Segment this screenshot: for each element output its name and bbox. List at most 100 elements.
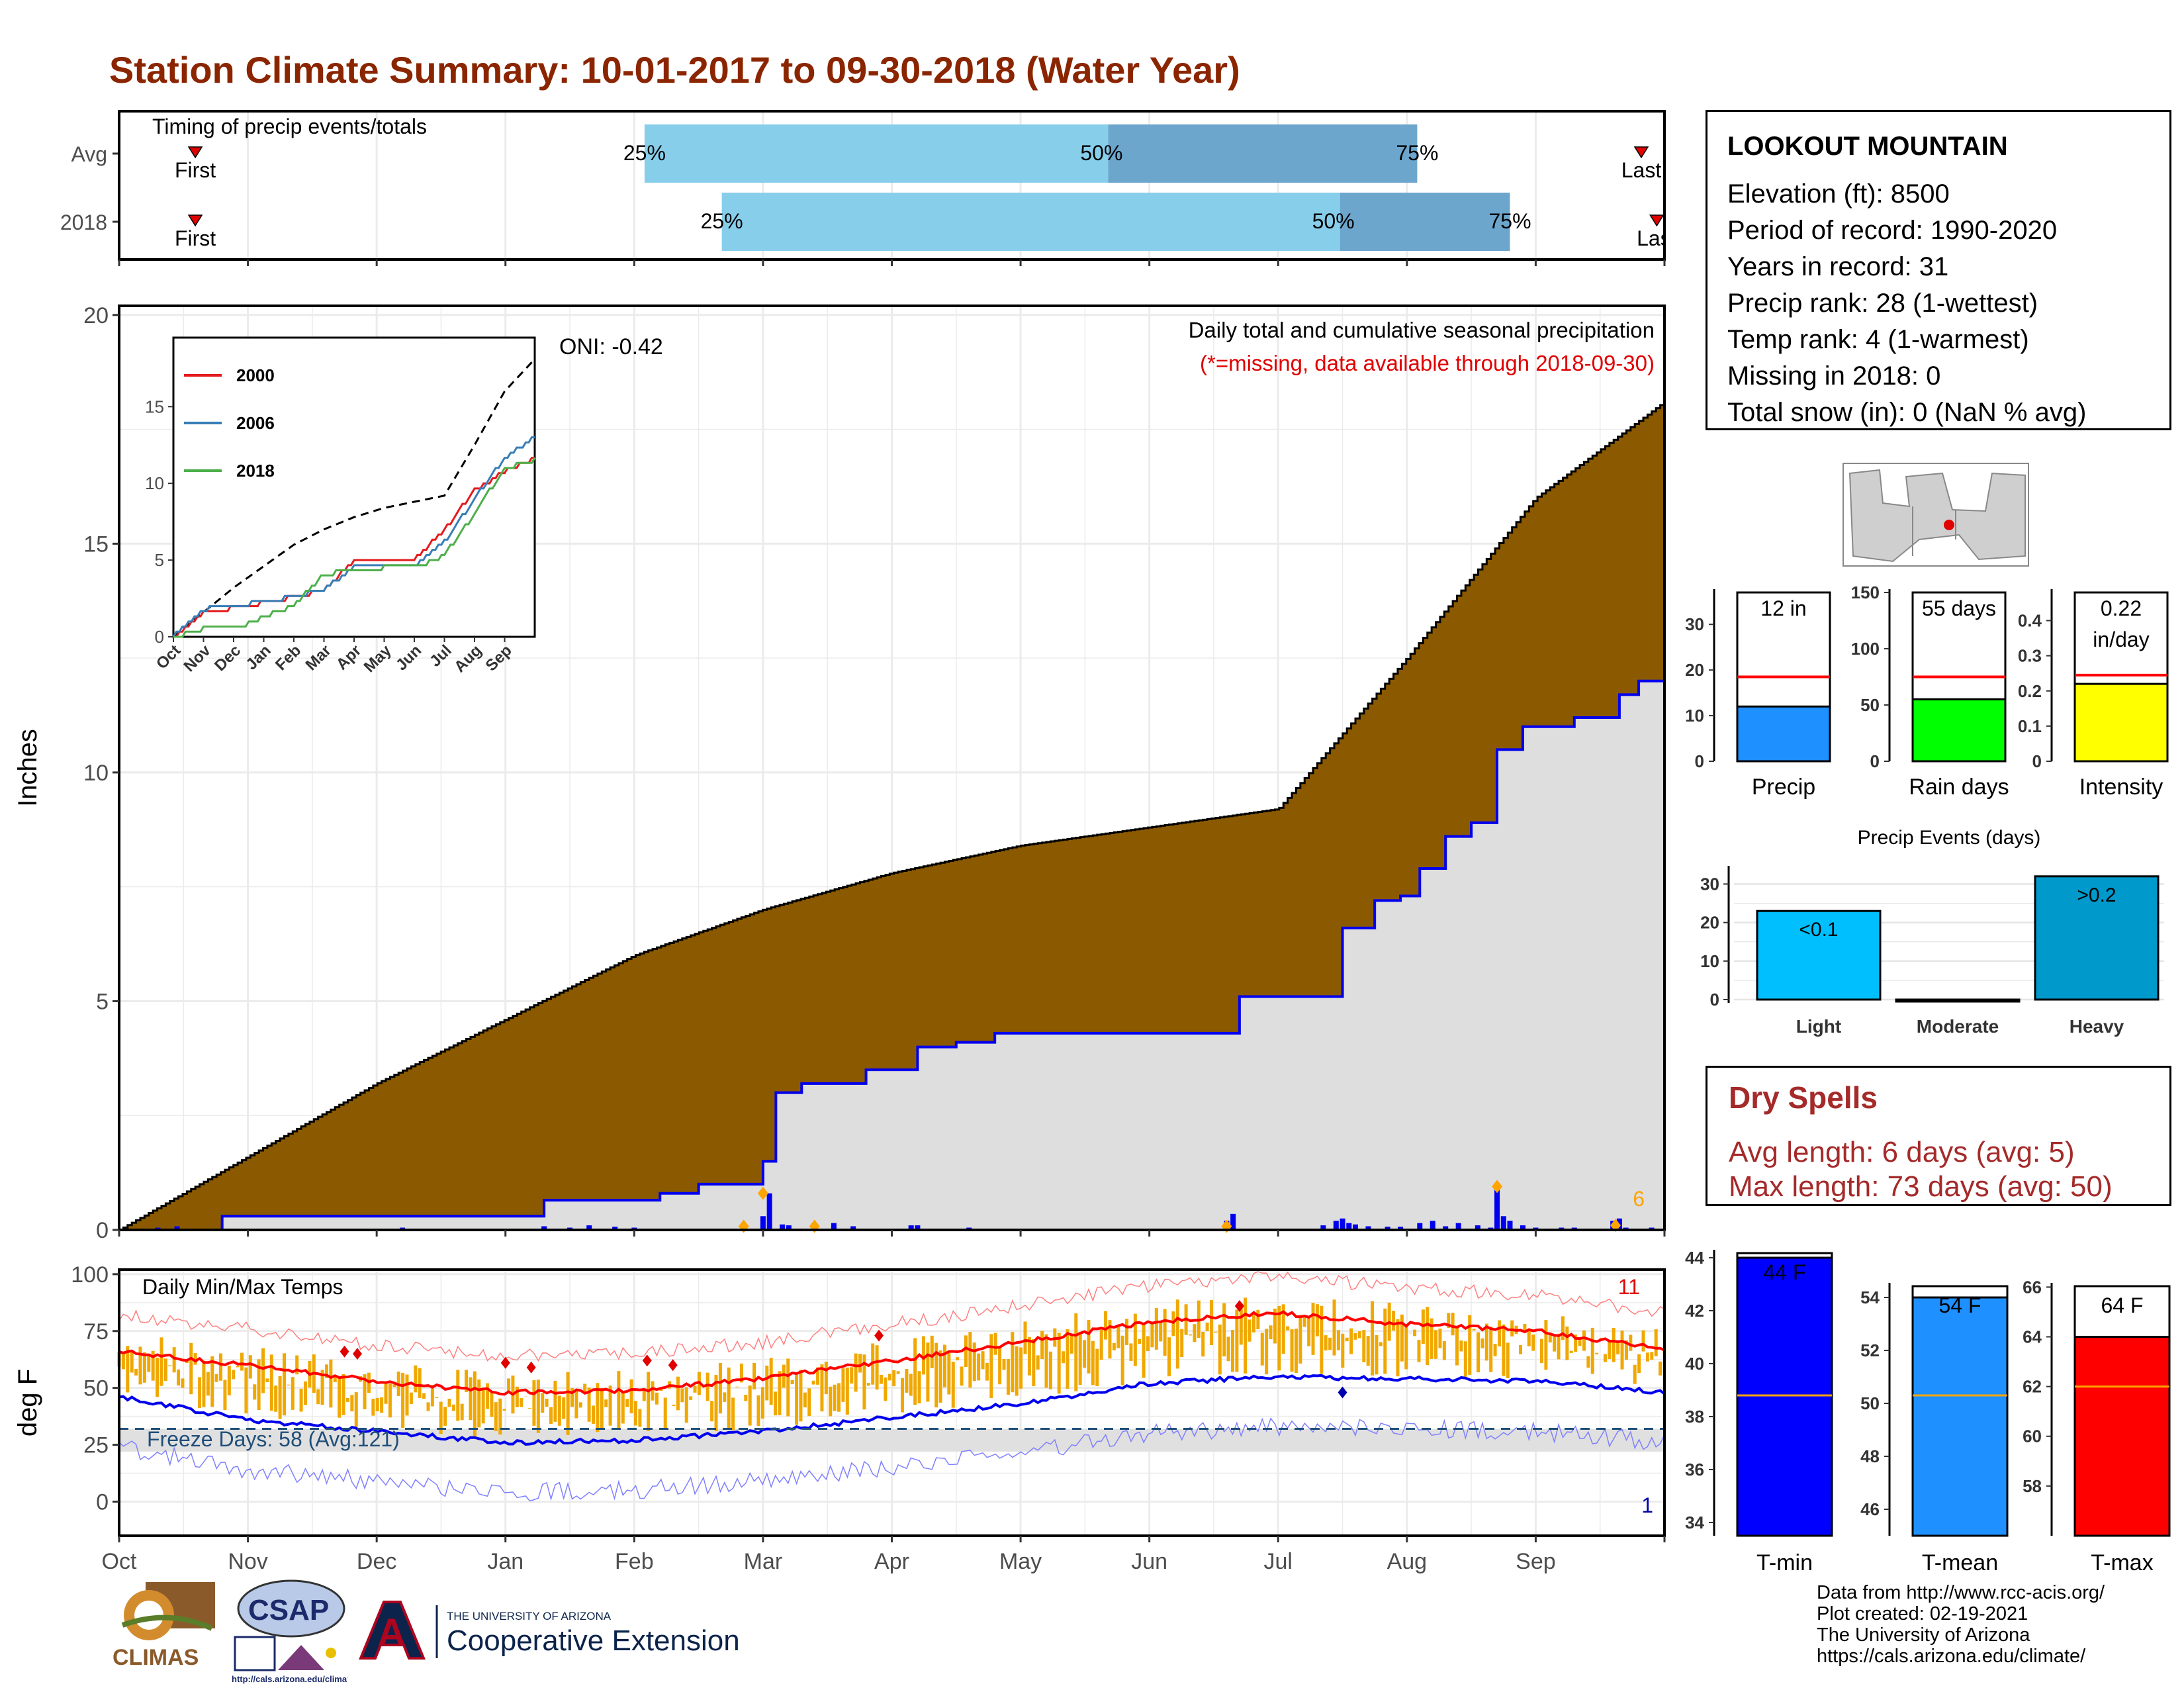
mini-bar-tick-label: 30 bbox=[1685, 614, 1704, 634]
mini-bar-charts: 0 10 20 30 12 in Precip 0 50 100 150 55 days Rain d… bbox=[1685, 583, 2169, 800]
daily-temp-bar bbox=[1218, 1324, 1222, 1375]
daily-precip-bar bbox=[174, 1226, 180, 1230]
mini-bar-value-label: 55 days bbox=[1922, 596, 1996, 620]
temp-bar-tick-label: 40 bbox=[1685, 1354, 1704, 1374]
daily-temp-bar bbox=[507, 1378, 511, 1393]
daily-temp-bar bbox=[900, 1378, 904, 1413]
daily-temp-bar bbox=[862, 1354, 866, 1410]
mini-bar-name: Intensity bbox=[2079, 774, 2163, 800]
temp-y-tick-label: 50 bbox=[83, 1376, 109, 1401]
daily-temp-bar bbox=[494, 1402, 498, 1431]
timing-first-marker bbox=[187, 214, 203, 227]
daily-temp-bar bbox=[1472, 1329, 1476, 1331]
events-tick-label: 20 bbox=[1700, 913, 1719, 933]
daily-precip-bar bbox=[1417, 1223, 1423, 1230]
daily-temp-bar bbox=[1477, 1332, 1480, 1373]
daily-temp-bar bbox=[591, 1405, 595, 1424]
daily-temp-bar bbox=[960, 1366, 964, 1386]
daily-temp-bar bbox=[138, 1346, 142, 1385]
temp-y-axis-label: deg F bbox=[13, 1369, 42, 1436]
daily-temp-bar bbox=[1484, 1323, 1488, 1361]
temp-y-tick-label: 100 bbox=[71, 1262, 109, 1288]
temp-bar-value-label: 44 F bbox=[1763, 1260, 1805, 1284]
temp-bar-tick-label: 48 bbox=[1860, 1446, 1880, 1466]
daily-precip-bar bbox=[1385, 1227, 1390, 1230]
daily-temp-bar bbox=[214, 1374, 218, 1382]
inset-y-tick-label: 10 bbox=[145, 473, 164, 493]
daily-temp-bar bbox=[1620, 1331, 1624, 1370]
daily-temp-bar bbox=[1616, 1342, 1620, 1354]
daily-temp-bar bbox=[769, 1358, 773, 1405]
daily-temp-bar bbox=[896, 1371, 900, 1374]
daily-temp-bar bbox=[380, 1397, 384, 1413]
temp-bar-tick-label: 58 bbox=[2023, 1476, 2042, 1496]
daily-temp-bar bbox=[1383, 1308, 1387, 1374]
daily-temp-bar bbox=[672, 1405, 676, 1407]
daily-temp-bar bbox=[1048, 1351, 1052, 1389]
daily-temp-bar bbox=[1561, 1316, 1565, 1340]
daily-temp-bar bbox=[1062, 1351, 1066, 1364]
daily-temp-bar bbox=[253, 1384, 257, 1400]
daily-temp-bar bbox=[1150, 1321, 1154, 1348]
mini-bar-tick-label: 0 bbox=[2032, 751, 2042, 771]
daily-temp-bar bbox=[405, 1374, 409, 1416]
temp-bar-tick-label: 66 bbox=[2023, 1277, 2042, 1297]
daily-temp-bar bbox=[282, 1353, 286, 1416]
record-day-marker bbox=[757, 1186, 768, 1200]
daily-temp-bar bbox=[1315, 1304, 1319, 1336]
daily-temp-bar bbox=[451, 1404, 455, 1411]
record-min-line bbox=[118, 1417, 1665, 1502]
daily-temp-bar bbox=[553, 1380, 557, 1422]
daily-temp-bar bbox=[375, 1397, 379, 1411]
daily-temp-bar bbox=[1510, 1320, 1514, 1336]
daily-temp-bar bbox=[710, 1401, 714, 1422]
daily-temp-bar bbox=[1032, 1339, 1036, 1387]
daily-precip-bar bbox=[1340, 1218, 1345, 1230]
record-low-marker bbox=[1338, 1386, 1347, 1399]
daily-temp-bar bbox=[1006, 1358, 1010, 1395]
daily-temp-bar bbox=[371, 1399, 375, 1416]
daily-temp-bar bbox=[303, 1381, 307, 1405]
daily-temp-bar bbox=[1286, 1326, 1290, 1331]
daily-temp-bar bbox=[765, 1365, 769, 1401]
temp-bar-tick-label: 38 bbox=[1685, 1407, 1704, 1427]
daily-temp-bar bbox=[278, 1376, 282, 1419]
events-category-label: Heavy bbox=[2070, 1016, 2124, 1037]
daily-precip-bar bbox=[612, 1227, 618, 1230]
csap-logo: CSAP http://cals.arizona.edu/climate bbox=[232, 1579, 355, 1685]
daily-temp-bar bbox=[866, 1383, 870, 1386]
daily-temp-bar bbox=[1044, 1334, 1048, 1388]
station-name: LOOKOUT MOUNTAIN bbox=[1727, 132, 2008, 161]
daily-temp-bar bbox=[401, 1372, 405, 1428]
station-period: Period of record: 1990-2020 bbox=[1727, 216, 2058, 245]
daily-temp-bar bbox=[1205, 1323, 1209, 1331]
daily-temp-bar bbox=[1298, 1315, 1302, 1364]
daily-temp-bar bbox=[142, 1352, 146, 1383]
timing-bar-q50-q75 bbox=[1340, 193, 1510, 251]
ua-logo-big-text: Cooperative Extension bbox=[447, 1624, 740, 1657]
temp-bar-tick-label: 36 bbox=[1685, 1460, 1704, 1479]
daily-temp-bar bbox=[689, 1396, 693, 1400]
daily-temp-bar bbox=[1442, 1341, 1446, 1360]
daily-temp-bar bbox=[1302, 1315, 1306, 1327]
daily-precip-bar bbox=[850, 1226, 856, 1230]
daily-temp-bar bbox=[1463, 1341, 1467, 1377]
daily-temp-bar bbox=[913, 1338, 917, 1405]
daily-temp-bar bbox=[1120, 1335, 1124, 1385]
daily-temp-bar bbox=[1336, 1330, 1340, 1350]
daily-temp-bar bbox=[1569, 1350, 1573, 1353]
cumulative-current-line bbox=[119, 679, 1664, 1231]
temp-bar-tick-label: 34 bbox=[1685, 1513, 1704, 1532]
inset-series-line bbox=[173, 358, 536, 638]
daily-temp-bar bbox=[185, 1360, 189, 1364]
footer-university: The University of Arizona bbox=[1817, 1624, 2030, 1646]
daily-temp-bar bbox=[600, 1387, 604, 1430]
dry-spells-max: Max length: 73 days (avg: 50) bbox=[1729, 1170, 2113, 1203]
timing-bar-q50-q75 bbox=[1108, 124, 1418, 183]
daily-temp-bar bbox=[647, 1372, 651, 1431]
daily-temp-bar bbox=[1455, 1326, 1459, 1366]
daily-temp-bar bbox=[134, 1368, 138, 1376]
record-high-marker bbox=[352, 1348, 362, 1360]
